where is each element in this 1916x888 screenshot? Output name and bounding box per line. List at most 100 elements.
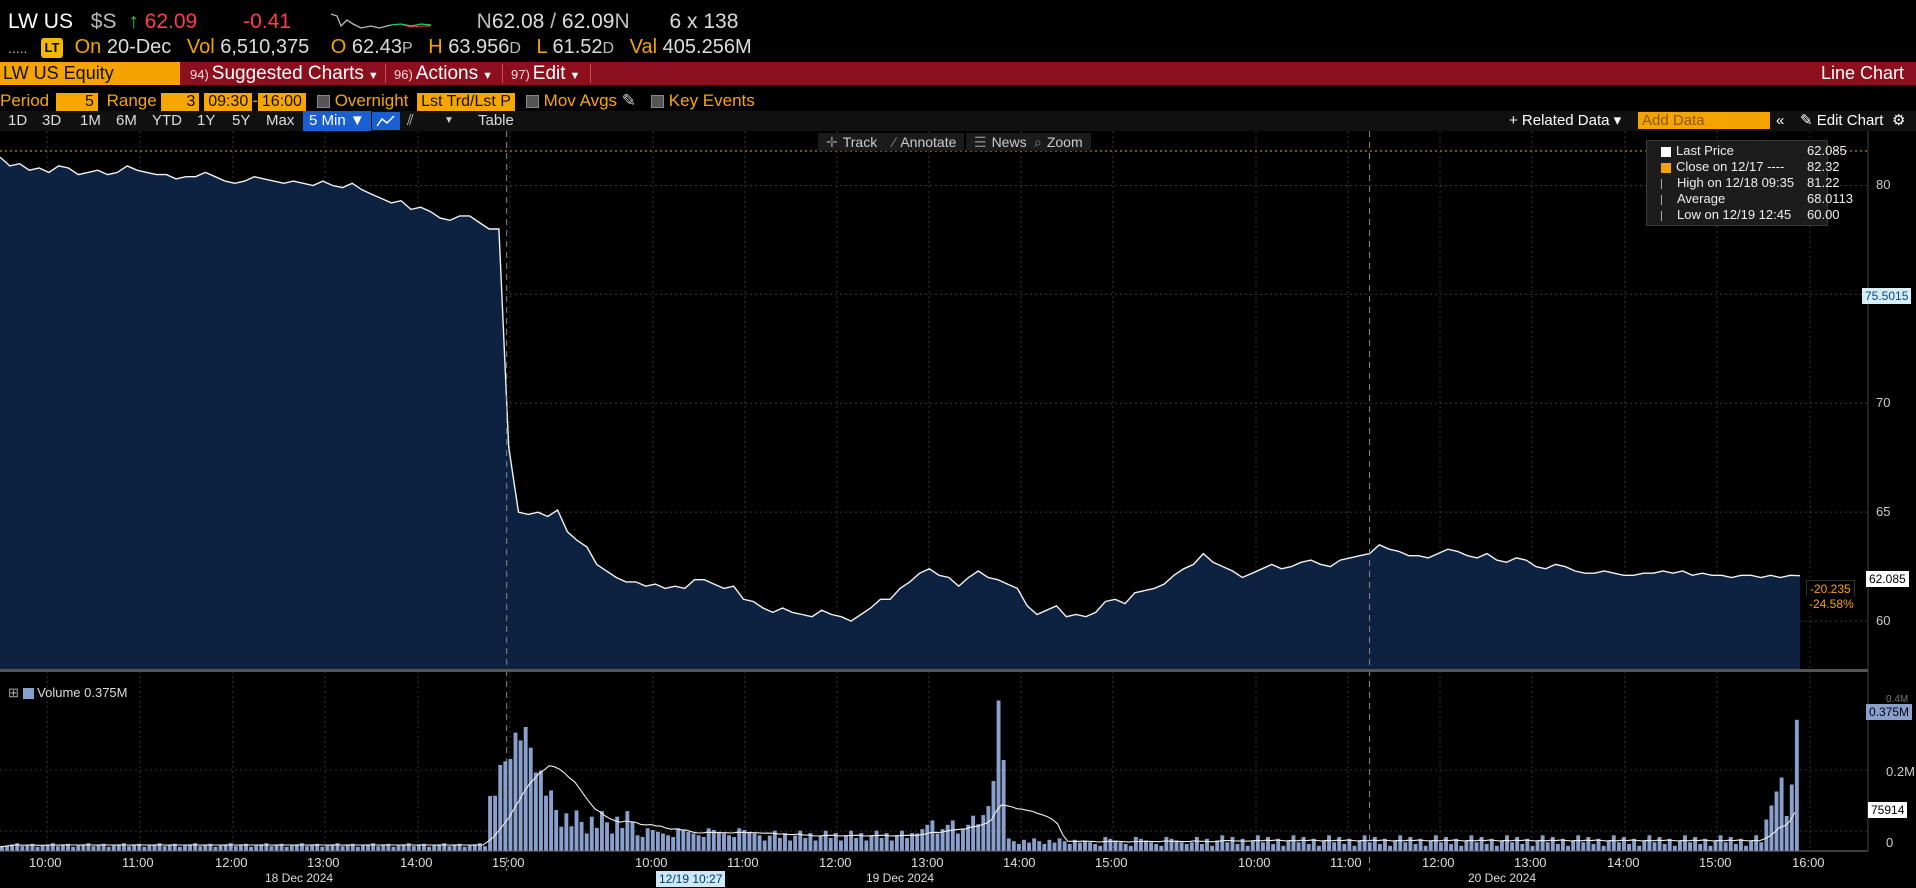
time-tick: 13:00 — [1514, 855, 1547, 870]
pane-divider[interactable] — [0, 669, 1868, 672]
expand-icon[interactable]: ⊞ — [8, 685, 19, 700]
volume-bar — [986, 806, 991, 851]
volume-bar — [900, 830, 904, 851]
line-style-icon[interactable] — [372, 112, 400, 130]
key-events-checkbox[interactable] — [650, 95, 664, 109]
volume-bar — [371, 843, 376, 851]
volume-last-tag: 0.375M — [1866, 704, 1913, 720]
period-button-6m[interactable]: 6M — [116, 112, 137, 129]
volume-bar — [1489, 838, 1494, 852]
volume-bar — [1377, 844, 1382, 851]
legend-item: Last Price 62.085 — [1661, 143, 1847, 159]
volume-bar — [437, 844, 442, 851]
time-tick: 14:00 — [400, 855, 433, 870]
volume-bar — [1479, 837, 1484, 851]
volume-bar — [96, 845, 101, 851]
add-data-input[interactable]: Add Data — [1638, 112, 1770, 129]
suggested-charts-menu[interactable]: 94) Suggested Charts ▼ — [190, 62, 379, 85]
tool-annotate[interactable]: ⁄ Annotate — [885, 133, 965, 151]
period-button-5y[interactable]: 5Y — [232, 112, 251, 129]
open-value: 62.43 — [351, 36, 402, 58]
volume-bar — [1149, 842, 1154, 852]
volume-bar — [416, 845, 421, 851]
period-button-3d[interactable]: 3D — [42, 112, 62, 129]
volume-bar — [849, 830, 854, 851]
menu-label: Edit — [532, 63, 566, 84]
high-suffix: D — [509, 40, 521, 57]
bar-style-icon[interactable]: ⫽ — [407, 112, 414, 129]
volume-bar — [1006, 838, 1011, 851]
period-button-1m[interactable]: 1M — [80, 112, 101, 129]
volume-bar — [640, 837, 645, 851]
tool-zoom[interactable]: ⌕ Zoom — [1026, 133, 1091, 151]
volume-bar — [1677, 840, 1682, 851]
period-button-1y[interactable]: 1Y — [197, 112, 216, 129]
interval-select[interactable]: 5 Min ▼ — [303, 111, 371, 131]
volume-value: 6,510,375 — [220, 36, 310, 58]
volume-bar — [777, 838, 782, 851]
edit-menu[interactable]: 97) Edit ▼ — [511, 62, 580, 85]
volume-bar — [996, 700, 1001, 851]
volume-bar — [208, 843, 213, 851]
volume-bar — [1494, 845, 1499, 852]
period-label: Period — [0, 91, 50, 110]
volume-bar — [477, 843, 482, 851]
period-button-ytd[interactable]: YTD — [152, 112, 182, 129]
time-tick: 12:00 — [215, 855, 248, 870]
period-button-max[interactable]: Max — [266, 112, 295, 129]
volume-bar — [925, 824, 930, 852]
period-button-1d[interactable]: 1D — [8, 112, 28, 129]
volume-bar — [727, 835, 731, 852]
volume-bar — [686, 831, 691, 852]
volume-bar — [284, 846, 289, 851]
time-from-input[interactable]: 09:30 — [204, 93, 253, 111]
volume-bar — [1245, 845, 1250, 852]
range-input[interactable]: 3 — [161, 93, 200, 111]
divider — [590, 64, 591, 83]
cursor-time-tag: 12/19 10:27 — [656, 871, 726, 887]
time-to-input[interactable]: 16:00 — [257, 93, 306, 111]
volume-bar — [1744, 845, 1748, 852]
volume-bar — [1500, 840, 1504, 851]
volume-bar — [1738, 838, 1743, 852]
related-data-button[interactable]: + Related Data ▾ — [1509, 112, 1622, 129]
tool-track[interactable]: ✛ Track — [818, 133, 886, 151]
overnight-checkbox[interactable] — [316, 95, 330, 109]
pencil-icon: ⁄ — [893, 134, 896, 150]
chevron-down-icon[interactable]: ▼ — [444, 115, 454, 126]
volume-bar — [1688, 842, 1693, 852]
volume-bar — [457, 843, 462, 851]
period-input[interactable]: 5 — [55, 93, 98, 111]
overnight-label: Overnight — [334, 91, 409, 110]
time-tick: 15:00 — [1095, 855, 1128, 870]
tool-news[interactable]: ☰ News — [966, 133, 1035, 151]
volume-bar — [757, 835, 762, 852]
actions-menu[interactable]: 96) Actions ▼ — [394, 62, 493, 85]
volume-bar — [320, 846, 325, 851]
edit-chart-button[interactable]: ✎ Edit Chart — [1800, 111, 1883, 131]
pencil-icon[interactable]: ✎ — [621, 91, 637, 110]
mov-avgs-checkbox[interactable] — [525, 95, 539, 109]
volume-bar — [1642, 840, 1647, 851]
security-field[interactable]: LW US Equity — [0, 62, 180, 85]
volume-bar — [752, 833, 757, 851]
high-label: H — [428, 36, 443, 58]
lt-icon[interactable]: LT — [41, 37, 64, 58]
price-area — [0, 157, 1800, 669]
volume-bar — [915, 833, 920, 851]
volume-bar — [940, 829, 945, 851]
volume-bar — [152, 844, 157, 851]
ticker[interactable]: LW US — [8, 10, 73, 33]
volume-bar — [747, 831, 752, 852]
table-button[interactable]: Table — [478, 112, 514, 129]
volume-bar — [1311, 838, 1316, 852]
volume-bar — [1693, 837, 1698, 851]
time-tick: 15:00 — [492, 855, 525, 870]
chart-area[interactable] — [0, 131, 1916, 888]
volume-bar — [1708, 845, 1713, 852]
collapse-icon[interactable]: « — [1776, 112, 1785, 129]
gear-icon[interactable]: ⚙ — [1892, 112, 1906, 129]
volume-bar — [1667, 838, 1672, 852]
price-type-select[interactable]: Lst Trd/Lst P — [417, 93, 515, 111]
volume-bar — [162, 846, 167, 851]
